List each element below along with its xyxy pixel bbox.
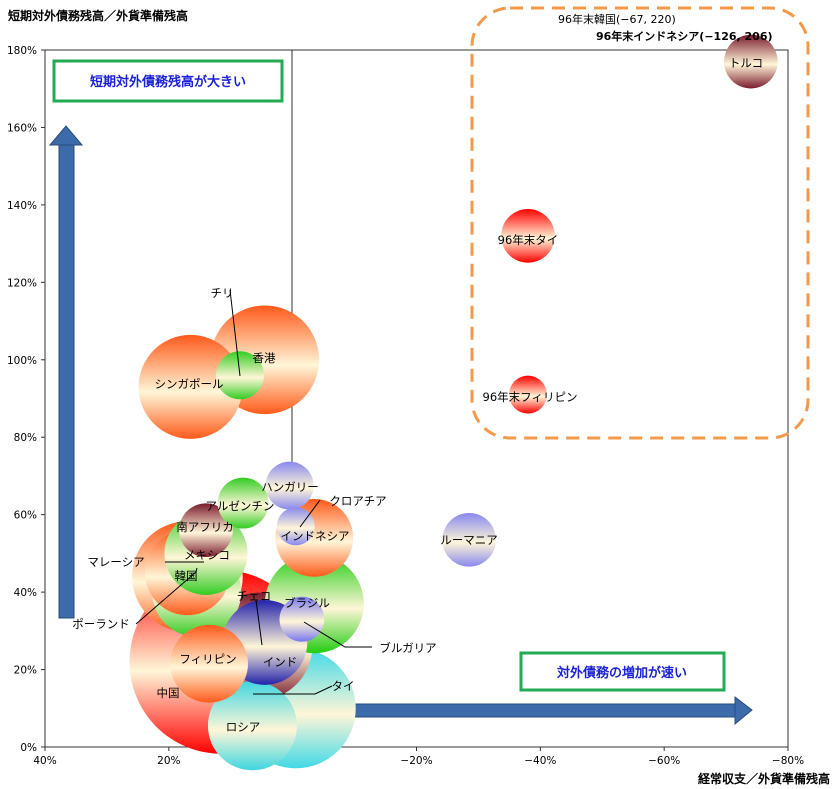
bubble-label: 中国 xyxy=(157,686,180,700)
y-tick-label: 80% xyxy=(14,432,37,444)
bubble xyxy=(170,624,248,703)
bubble-label: ハンガリー xyxy=(261,480,319,494)
y-tick-label: 20% xyxy=(14,665,37,677)
bubble xyxy=(501,209,555,263)
bubble-label: インドネシア xyxy=(281,529,350,543)
y-tick-label: 100% xyxy=(7,355,37,367)
bubble xyxy=(442,513,496,567)
annotation-large-debt: 短期対外債務残高が大きい xyxy=(52,59,284,103)
offscale-note-indonesia: 96年末インドネシア(−126, 206) xyxy=(596,29,773,43)
bubble-label: シンガポール xyxy=(155,377,224,391)
y-tick-label: 120% xyxy=(7,277,37,289)
bubble-label: インド xyxy=(263,655,298,669)
bubble xyxy=(207,681,297,771)
bubble xyxy=(217,477,269,529)
bubble xyxy=(508,375,547,414)
right-arrow xyxy=(339,695,753,726)
bubble-label: 96年末フィリピン xyxy=(483,390,578,404)
bubble-label: トルコ xyxy=(729,56,763,70)
bubble xyxy=(138,334,243,439)
y-tick-labels: 0% 20% 40% 60% 80% 100% 120% 140% 160% 180% xyxy=(7,45,45,754)
bubble-label: ルーマニア xyxy=(440,533,498,547)
bubble-label: ブラジル xyxy=(284,596,330,610)
y-tick-label: 60% xyxy=(14,510,37,522)
highlight-dashed-region xyxy=(470,6,810,440)
y-tick-label: 0% xyxy=(20,742,37,754)
bubbles-layer xyxy=(129,34,778,771)
bubble-label: ブルガリア xyxy=(379,641,436,655)
bubble xyxy=(265,461,314,510)
up-arrow xyxy=(48,125,84,619)
y-axis-title: 短期対外債務残高／外貨準備残高 xyxy=(8,8,188,23)
y-tick-label: 140% xyxy=(7,200,37,212)
x-tick-label: −80% xyxy=(772,755,804,767)
bubble-label: 香港 xyxy=(253,351,276,365)
x-tick-label: −40% xyxy=(524,755,556,767)
x-tick-labels: 40%20%0%−20%−40%−60%−80% xyxy=(33,747,804,767)
annotation-fast-increase-text: 対外債務の増加が速い xyxy=(556,665,687,681)
x-tick-label: 20% xyxy=(157,755,180,767)
bubble xyxy=(724,34,778,89)
x-tick-label: −20% xyxy=(400,755,432,767)
bubble-label: アルゼンチン xyxy=(206,499,275,513)
bubble-label: ロシア xyxy=(226,720,261,734)
bubble-label: チリ xyxy=(211,286,234,300)
bubble xyxy=(276,507,315,546)
bubble-label: 96年末タイ xyxy=(498,233,559,247)
offscale-note-korea: 96年末韓国(−67, 220) xyxy=(558,12,676,26)
bubble-label: メキシコ xyxy=(184,548,230,562)
bubble-label: フィリピン xyxy=(179,652,236,666)
bubble-label: 南アフリカ xyxy=(176,520,234,534)
y-tick-label: 40% xyxy=(14,587,37,599)
bubble-label: チェコ xyxy=(237,589,272,603)
y-tick-label: 180% xyxy=(7,45,37,57)
y-tick-label: 160% xyxy=(7,122,37,134)
bubble-label: クロアチア xyxy=(329,494,386,508)
bubble-label: タイ xyxy=(332,679,355,693)
bubble xyxy=(279,596,325,642)
x-tick-label: 40% xyxy=(33,755,56,767)
x-tick-label: −60% xyxy=(648,755,680,767)
annotation-fast-increase: 対外債務の増加が速い xyxy=(519,651,726,692)
leader-lines xyxy=(135,289,372,695)
bubble-label: マレーシア xyxy=(87,555,144,569)
x-axis-title: 経常収支／外貨準備残高 xyxy=(698,771,830,786)
bubble-label: 韓国 xyxy=(175,569,198,583)
bubble-label: ポーランド xyxy=(72,617,130,631)
bubble xyxy=(179,503,233,557)
annotation-large-debt-text: 短期対外債務残高が大きい xyxy=(90,74,246,90)
